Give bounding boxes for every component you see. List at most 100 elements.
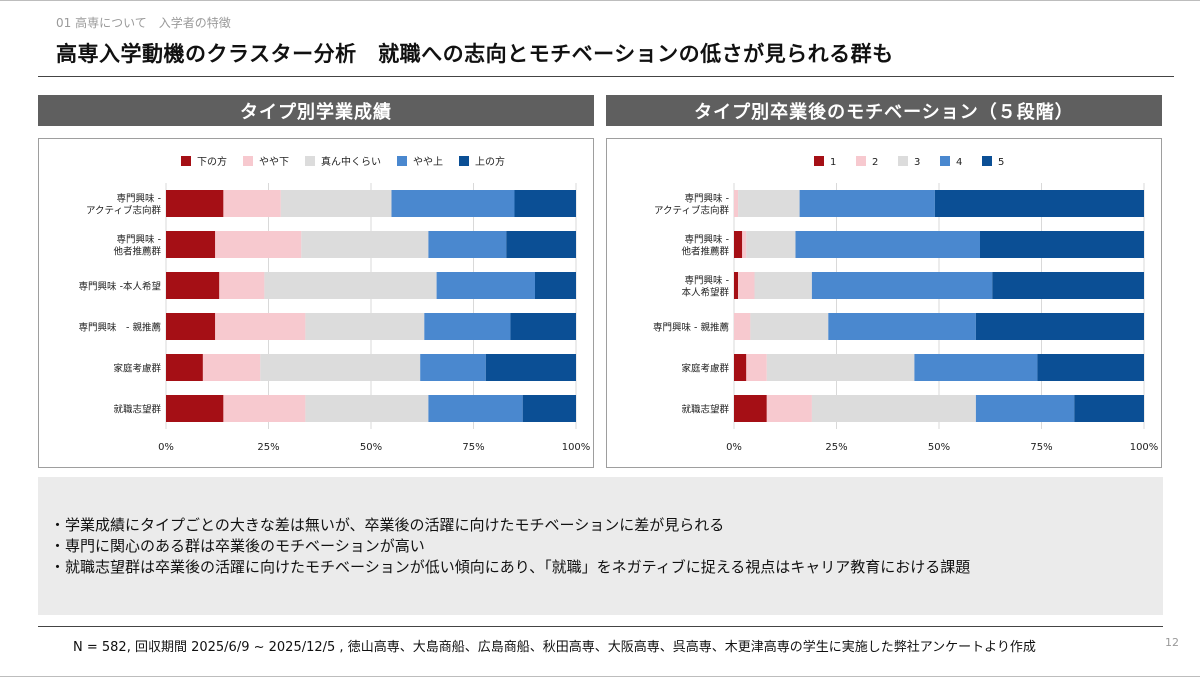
legend-swatch [856, 156, 866, 166]
page-title: 高専入学動機のクラスター分析 就職への志向とモチベーションの低さが見られる群も [56, 42, 894, 66]
bar-segment [811, 395, 976, 422]
bar-segment [975, 395, 1075, 422]
bar-segment [914, 354, 1038, 381]
y-category-label: 専門興味 - [685, 234, 729, 246]
y-category-label: 他者推薦群 [113, 246, 161, 258]
note-line: ・就職志望群は卒業後の活躍に向けたモチベーションが低い傾向にあり、「就職」をネガ… [50, 558, 971, 576]
bar-segment [766, 395, 812, 422]
y-category-label: 就職志望群 [113, 404, 161, 416]
bar-segment [795, 231, 980, 258]
legend-swatch [243, 156, 253, 166]
bar-segment [754, 272, 812, 299]
bar-segment [734, 395, 767, 422]
legend-swatch [397, 156, 407, 166]
legend-label: 4 [956, 157, 962, 168]
x-tick-label: 100% [1130, 442, 1159, 453]
x-tick-label: 25% [825, 442, 847, 453]
bar-segment [734, 231, 743, 258]
motivation-chart-panel: 0% 25% 50% 75% 100% 1 2 3 4 5 専門興味 - アクティブ志向群 専門興味 -… [606, 138, 1162, 468]
bar-segment [215, 231, 302, 258]
title-divider [38, 76, 1174, 77]
bar-segment [223, 395, 306, 422]
right-panel-title: タイプ別卒業後のモチベーション（５段階） [606, 95, 1162, 126]
x-tick-label: 50% [928, 442, 950, 453]
legend-label: 5 [998, 157, 1004, 168]
bar-segment [223, 190, 281, 217]
y-category-label: 専門興味 - [117, 234, 161, 246]
bar-segment [215, 313, 306, 340]
bar-segment [750, 313, 829, 340]
bar-segment [510, 313, 576, 340]
y-category-label: 家庭考慮群 [681, 363, 729, 375]
legend-swatch [898, 156, 908, 166]
bar-segment [1074, 395, 1144, 422]
bar-segment [828, 313, 976, 340]
y-category-label: 専門興味 - [685, 275, 729, 287]
bar-segment [992, 272, 1144, 299]
bar-segment [280, 190, 392, 217]
bar-segment [734, 313, 751, 340]
y-category-label: 専門興味 -本人希望 [79, 281, 161, 293]
bar-segment [811, 272, 993, 299]
left-panel-title: タイプ別学業成績 [38, 95, 594, 126]
page-number: 12 [1165, 636, 1179, 649]
bar-segment [436, 272, 535, 299]
legend-label: やや下 [259, 156, 289, 168]
note-line: ・学業成績にタイプごとの大きな差は無いが、卒業後の活躍に向けたモチベーションに差… [50, 516, 725, 534]
x-tick-label: 50% [360, 442, 382, 453]
bar-segment [264, 272, 437, 299]
bar-segment [166, 354, 203, 381]
legend-swatch [459, 156, 469, 166]
legend-label: やや上 [413, 156, 443, 168]
y-category-label: 専門興味 - 親推薦 [79, 322, 161, 334]
legend-swatch [940, 156, 950, 166]
bar-segment [424, 313, 511, 340]
y-category-label: 専門興味 - [117, 193, 161, 205]
bar-segment [734, 272, 739, 299]
bar-segment [535, 272, 576, 299]
x-tick-label: 25% [257, 442, 279, 453]
y-category-label: 専門興味 - 親推薦 [653, 322, 729, 334]
bar-segment [734, 354, 747, 381]
bar-segment [975, 313, 1144, 340]
bar-segment [746, 231, 796, 258]
x-tick-label: 0% [726, 442, 742, 453]
legend-swatch [181, 156, 191, 166]
footer-divider [38, 626, 1163, 627]
legend-label: 1 [830, 157, 836, 168]
bar-segment [485, 354, 576, 381]
bar-segment [522, 395, 576, 422]
bottom-border [0, 676, 1200, 677]
bar-segment [1037, 354, 1144, 381]
legend-swatch [814, 156, 824, 166]
bar-segment [202, 354, 261, 381]
legend-label: 上の方 [475, 155, 505, 168]
bar-segment [738, 272, 755, 299]
source-footnote: N = 582, 回収期間 2025/6/9 ~ 2025/12/5 , 徳山高… [73, 640, 1036, 655]
bar-segment [980, 231, 1144, 258]
breadcrumb: 01 高専について 入学者の特徴 [56, 16, 231, 30]
legend-label: 下の方 [197, 155, 227, 168]
bar-segment [301, 231, 429, 258]
bar-segment [738, 190, 800, 217]
x-tick-label: 100% [562, 442, 591, 453]
bar-segment [260, 354, 421, 381]
x-tick-label: 0% [158, 442, 174, 453]
legend-label: 3 [914, 157, 920, 168]
y-category-label: 専門興味 - [685, 193, 729, 205]
legend-swatch [305, 156, 315, 166]
legend-swatch [982, 156, 992, 166]
y-category-label: 本人希望群 [681, 287, 729, 299]
bar-segment [506, 231, 576, 258]
summary-notes: ・学業成績にタイプごとの大きな差は無いが、卒業後の活躍に向けたモチベーションに差… [38, 477, 1163, 615]
bar-segment [934, 190, 1144, 217]
bar-segment [219, 272, 265, 299]
academic-grades-chart-panel: 0% 25% 50% 75% 100% 下の方 やや下 真ん中くらい やや上 上の方 専門興味 -ア… [38, 138, 594, 468]
legend-label: 真ん中くらい [321, 155, 381, 168]
bar-segment [166, 395, 224, 422]
bar-segment [166, 313, 216, 340]
y-category-label: アクティブ志向群 [86, 205, 161, 217]
bar-segment [742, 231, 747, 258]
